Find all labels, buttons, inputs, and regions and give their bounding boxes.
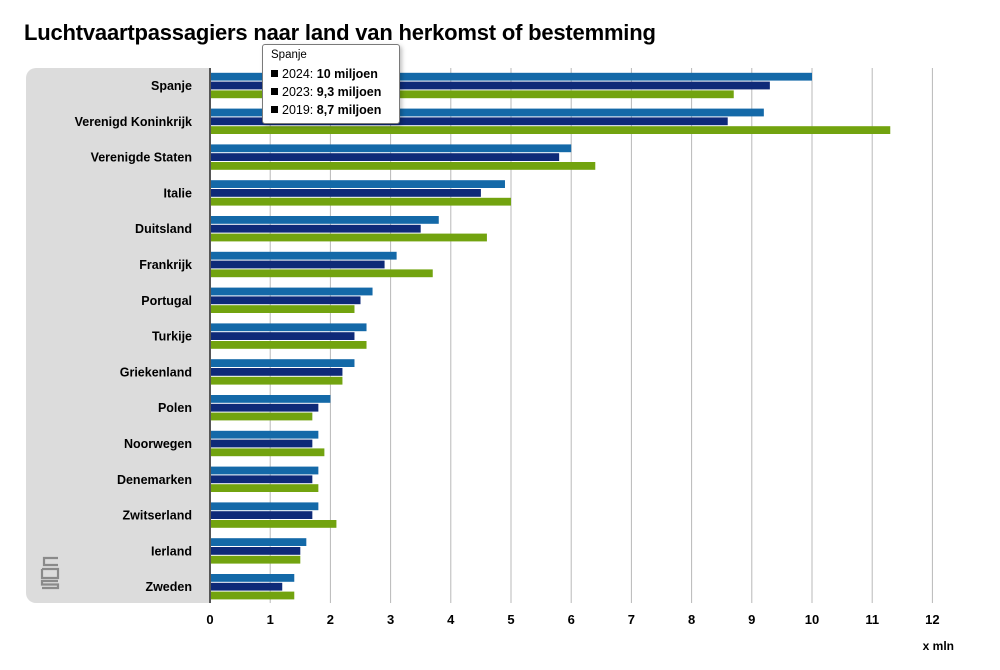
bar-2024[interactable]	[211, 574, 295, 582]
bar-2023[interactable]	[211, 368, 343, 376]
bar-2024[interactable]	[211, 108, 764, 117]
category-label: Italie	[164, 186, 193, 200]
bar-2024[interactable]	[211, 287, 373, 296]
bar-2023[interactable]	[211, 296, 361, 305]
bar-2024[interactable]	[211, 466, 319, 475]
x-tick-label: 0	[206, 612, 213, 627]
tooltip-label: 2024:	[282, 67, 317, 81]
tooltip-row-2023: 2023: 9,3 miljoen	[271, 85, 381, 99]
bar-2024[interactable]	[211, 144, 572, 153]
x-tick-label: 3	[387, 612, 394, 627]
legend-square-icon	[271, 88, 278, 95]
bar-2019[interactable]	[211, 412, 313, 421]
x-tick-label: 7	[628, 612, 635, 627]
x-tick-label: 5	[507, 612, 514, 627]
bar-2019[interactable]	[211, 233, 487, 242]
tooltip-value: 8,7 miljoen	[316, 103, 382, 117]
tooltip-label: 2023:	[282, 85, 317, 99]
bar-2019[interactable]	[211, 591, 295, 600]
bar-2024[interactable]	[211, 395, 331, 403]
x-tick-label: 12	[925, 612, 939, 627]
bar-2023[interactable]	[211, 403, 319, 412]
bar-2019[interactable]	[211, 484, 319, 492]
chart-title: Luchtvaartpassagiers naar land van herko…	[24, 20, 656, 45]
x-tick-label: 2	[327, 612, 334, 627]
tooltip-row-2024: 2024: 10 miljoen	[271, 67, 378, 81]
category-label: Verenigd Koninkrijk	[75, 115, 192, 129]
bar-2019[interactable]	[211, 520, 337, 528]
bar-2024[interactable]	[211, 216, 439, 224]
category-label: Frankrijk	[139, 258, 192, 272]
bar-2019[interactable]	[211, 90, 734, 99]
category-label: Spanje	[151, 79, 192, 93]
legend-square-icon	[271, 70, 278, 77]
bar-2024[interactable]	[211, 251, 397, 260]
x-tick-label: 11	[865, 612, 879, 627]
category-label: Zwitserland	[123, 509, 192, 523]
bar-2024[interactable]	[211, 538, 307, 546]
category-label: Turkije	[152, 330, 192, 344]
bar-2023[interactable]	[211, 153, 560, 161]
x-axis-label: x mln	[923, 639, 954, 653]
category-label: Ierland	[151, 544, 192, 558]
bar-2023[interactable]	[211, 81, 770, 90]
bar-2023[interactable]	[211, 475, 313, 484]
bar-2019[interactable]	[211, 555, 301, 564]
category-panel	[26, 68, 210, 603]
category-label: Griekenland	[120, 365, 192, 379]
bar-2019[interactable]	[211, 197, 511, 206]
bar-2024[interactable]	[211, 72, 812, 81]
bar-2023[interactable]	[211, 511, 313, 519]
x-tick-label: 1	[267, 612, 274, 627]
bar-2024[interactable]	[211, 180, 505, 188]
tooltip: Spanje 2024: 10 miljoen 2023: 9,3 miljoe…	[262, 44, 400, 124]
category-label: Verenigde Staten	[91, 151, 192, 165]
category-label: Portugal	[141, 294, 192, 308]
bar-2019[interactable]	[211, 341, 367, 349]
bar-2023[interactable]	[211, 547, 301, 555]
x-tick-label: 8	[688, 612, 695, 627]
category-label: Duitsland	[135, 222, 192, 236]
bar-2019[interactable]	[211, 305, 355, 313]
bar-2019[interactable]	[211, 162, 596, 170]
bar-2023[interactable]	[211, 117, 728, 126]
x-tick-label: 9	[748, 612, 755, 627]
bar-2019[interactable]	[211, 269, 433, 278]
tooltip-heading: Spanje	[271, 49, 307, 61]
x-tick-label: 6	[568, 612, 575, 627]
category-label: Zweden	[145, 580, 192, 594]
bar-2024[interactable]	[211, 323, 367, 332]
bar-2023[interactable]	[211, 582, 283, 591]
tooltip-row-2019: 2019: 8,7 miljoen	[271, 103, 381, 117]
x-tick-label: 4	[447, 612, 455, 627]
bar-2024[interactable]	[211, 359, 355, 367]
bar-2024[interactable]	[211, 430, 319, 439]
bar-2023[interactable]	[211, 189, 481, 197]
bar-2019[interactable]	[211, 376, 343, 385]
tooltip-value: 10 miljoen	[316, 67, 378, 81]
bar-2019[interactable]	[211, 448, 325, 457]
bar-2023[interactable]	[211, 224, 421, 233]
bar-2019[interactable]	[211, 126, 891, 134]
bar-2023[interactable]	[211, 260, 385, 269]
tooltip-value: 9,3 miljoen	[316, 85, 382, 99]
legend-square-icon	[271, 106, 278, 113]
category-label: Noorwegen	[124, 437, 192, 451]
category-label: Polen	[158, 401, 192, 415]
cbs-logo-icon	[40, 556, 60, 590]
tooltip-label: 2019:	[282, 103, 317, 117]
bar-2023[interactable]	[211, 439, 313, 448]
bar-2024[interactable]	[211, 502, 319, 511]
x-tick-label: 10	[805, 612, 819, 627]
category-label: Denemarken	[117, 473, 192, 487]
bar-2023[interactable]	[211, 332, 355, 340]
